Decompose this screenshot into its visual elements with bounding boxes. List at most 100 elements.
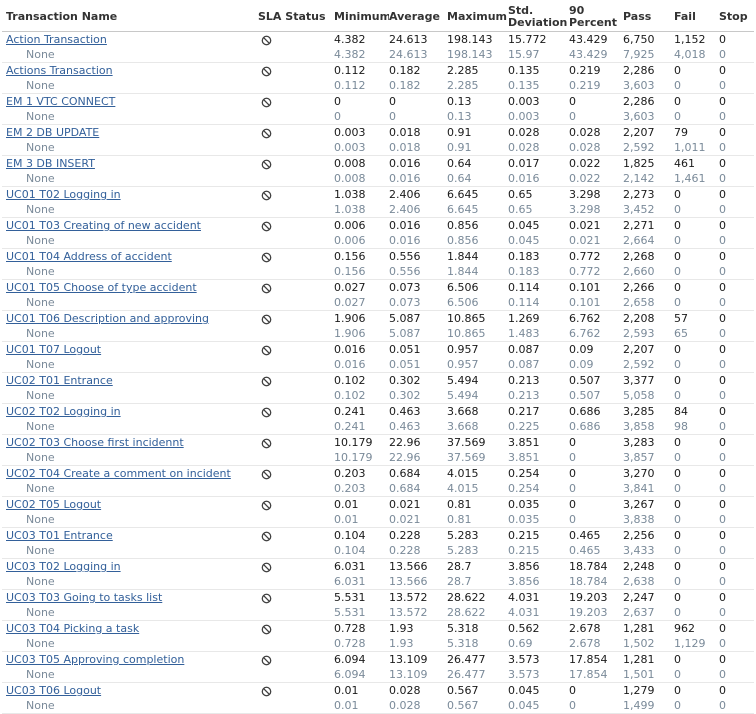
header-average[interactable]: Average <box>389 9 440 23</box>
90-percent-cell: 0.507 <box>569 374 601 387</box>
transaction-name-link[interactable]: EM 2 DB UPDATE <box>6 126 100 139</box>
transaction-name-cell: UC01 T03 Creating of new accident <box>2 219 258 232</box>
std-deviation-cell: 0.217 <box>508 405 540 418</box>
sla-status-cell <box>258 405 334 418</box>
transaction-row: UC02 T02 Logging in 0.241 0.463 3.668 0.217 0… <box>2 404 754 419</box>
maximum-cell: 5.318 <box>447 622 479 635</box>
90-percent-cell: 0.09 <box>569 343 594 356</box>
pass-cell: 2,256 <box>623 529 655 542</box>
average-cell: 0.051 <box>389 343 421 356</box>
maximum-cell: 0.81 <box>447 498 472 511</box>
stop-cell: 0 <box>719 575 726 588</box>
transaction-row: UC01 T07 Logout 0.016 0.051 0.957 0.087 0.09 2… <box>2 342 754 357</box>
pass-cell: 2,142 <box>623 172 655 185</box>
average-cell: 0.182 <box>389 64 421 77</box>
std-deviation-cell: 15.97 <box>508 48 540 61</box>
transaction-name-link[interactable]: UC02 T02 Logging in <box>6 405 121 418</box>
transaction-name-link[interactable]: UC02 T05 Logout <box>6 498 102 511</box>
sla-status-cell <box>258 560 334 573</box>
transaction-name-link[interactable]: UC03 T05 Approving completion <box>6 653 185 666</box>
std-deviation-cell: 0.215 <box>508 544 540 557</box>
header-fail[interactable]: Fail <box>674 9 696 23</box>
stop-cell: 0 <box>719 281 726 294</box>
pass-cell: 2,266 <box>623 281 655 294</box>
header-stop[interactable]: Stop <box>719 9 748 23</box>
header-minimum[interactable]: Minimum <box>334 9 389 23</box>
90-percent-cell: 17.854 <box>569 668 608 681</box>
stop-cell: 0 <box>719 405 726 418</box>
transaction-name-link[interactable]: UC03 T04 Picking a task <box>6 622 140 635</box>
90-percent-cell: 0 <box>569 498 576 511</box>
transaction-name-cell: UC03 T01 Entrance <box>2 529 258 542</box>
transaction-name-link[interactable]: EM 1 VTC CONNECT <box>6 95 116 108</box>
transaction-name-link[interactable]: UC01 T03 Creating of new accident <box>6 219 201 232</box>
minimum-cell: 1.038 <box>334 203 366 216</box>
fail-cell: 0 <box>674 482 681 495</box>
transaction-sub-row: None 6.094 13.109 26.477 3.573 17.854 1,501 0 0 <box>2 667 754 683</box>
maximum-cell: 4.015 <box>447 467 479 480</box>
sla-status-cell <box>258 95 334 108</box>
90-percent-cell: 0 <box>569 699 576 712</box>
sla-status-cell <box>258 312 334 325</box>
std-deviation-cell: 0.003 <box>508 110 540 123</box>
transaction-name-link[interactable]: UC02 T04 Create a comment on incident <box>6 467 231 480</box>
90-percent-cell: 0 <box>569 436 576 449</box>
transaction-name-link[interactable]: UC01 T04 Address of accident <box>6 250 172 263</box>
transaction-name-link[interactable]: UC02 T03 Choose first incidennt <box>6 436 184 449</box>
std-deviation-cell: 0.135 <box>508 64 540 77</box>
header-sla-status[interactable]: SLA Status <box>258 9 326 23</box>
transaction-name-link[interactable]: EM 3 DB INSERT <box>6 157 95 170</box>
transaction-name-link[interactable]: UC03 T01 Entrance <box>6 529 113 542</box>
transaction-name-link[interactable]: UC01 T05 Choose of type accident <box>6 281 197 294</box>
transaction-name-cell: UC03 T05 Approving completion <box>2 653 258 666</box>
average-cell: 0.073 <box>389 296 421 309</box>
transaction-sub-row: None 0.203 0.684 4.015 0.254 0 3,841 0 0 <box>2 481 754 497</box>
90-percent-cell: 2.678 <box>569 637 601 650</box>
transaction-name-link[interactable]: UC01 T06 Description and approving <box>6 312 210 325</box>
minimum-cell: 0.01 <box>334 699 359 712</box>
90-percent-cell: 19.203 <box>569 606 608 619</box>
maximum-cell: 6.506 <box>447 281 479 294</box>
transaction-sub-row: None 0.728 1.93 5.318 0.69 2.678 1,502 1,129 0 <box>2 636 754 652</box>
minimum-cell: 5.531 <box>334 606 366 619</box>
transaction-name-link[interactable]: UC03 T06 Logout <box>6 684 102 697</box>
transaction-sub-row: None 0 0 0.13 0.003 0 3,603 0 0 <box>2 109 754 125</box>
90-percent-cell: 17.854 <box>569 653 608 666</box>
header-std-deviation[interactable]: Std. Deviation <box>508 3 568 29</box>
std-deviation-cell: 0.035 <box>508 513 540 526</box>
std-deviation-cell: 0.215 <box>508 529 540 542</box>
header-maximum[interactable]: Maximum <box>447 9 507 23</box>
header-transaction-name[interactable]: Transaction Name <box>6 9 118 23</box>
fail-cell: 0 <box>674 281 681 294</box>
maximum-cell: 26.477 <box>447 653 486 666</box>
90-percent-cell: 0.021 <box>569 234 601 247</box>
transaction-name-link[interactable]: UC02 T01 Entrance <box>6 374 113 387</box>
transaction-name-link[interactable]: Actions Transaction <box>6 64 113 77</box>
minimum-cell: 0.008 <box>334 172 366 185</box>
fail-cell: 0 <box>674 389 681 402</box>
minimum-cell: 10.179 <box>334 436 373 449</box>
transaction-name-link[interactable]: UC03 T03 Going to tasks list <box>6 591 163 604</box>
transaction-name-cell: UC02 T05 Logout <box>2 498 258 511</box>
average-cell: 0.302 <box>389 389 421 402</box>
90-percent-cell: 0.507 <box>569 389 601 402</box>
maximum-cell: 28.7 <box>447 560 472 573</box>
header-90-percent[interactable]: 90 Percent <box>569 3 618 29</box>
sub-row-label: None <box>26 296 55 309</box>
transaction-name-link[interactable]: Action Transaction <box>6 33 107 46</box>
transaction-sub-row: None 0.112 0.182 2.285 0.135 0.219 3,603 0 0 <box>2 78 754 94</box>
sub-row-label: None <box>26 668 55 681</box>
pass-cell: 3,452 <box>623 203 655 216</box>
header-pass[interactable]: Pass <box>623 9 652 23</box>
90-percent-cell: 18.784 <box>569 575 608 588</box>
sub-row-label: None <box>26 110 55 123</box>
transaction-name-link[interactable]: UC03 T02 Logging in <box>6 560 121 573</box>
transaction-name-link[interactable]: UC01 T07 Logout <box>6 343 102 356</box>
fail-cell: 79 <box>674 126 688 139</box>
transaction-name-link[interactable]: UC01 T02 Logging in <box>6 188 121 201</box>
table-header: Transaction Name SLA Status Minimum Aver… <box>2 2 754 32</box>
fail-cell: 0 <box>674 544 681 557</box>
pass-cell: 2,247 <box>623 591 655 604</box>
maximum-cell: 0.567 <box>447 699 479 712</box>
transaction-row: UC03 T03 Going to tasks list 5.531 13.572 2… <box>2 590 754 605</box>
